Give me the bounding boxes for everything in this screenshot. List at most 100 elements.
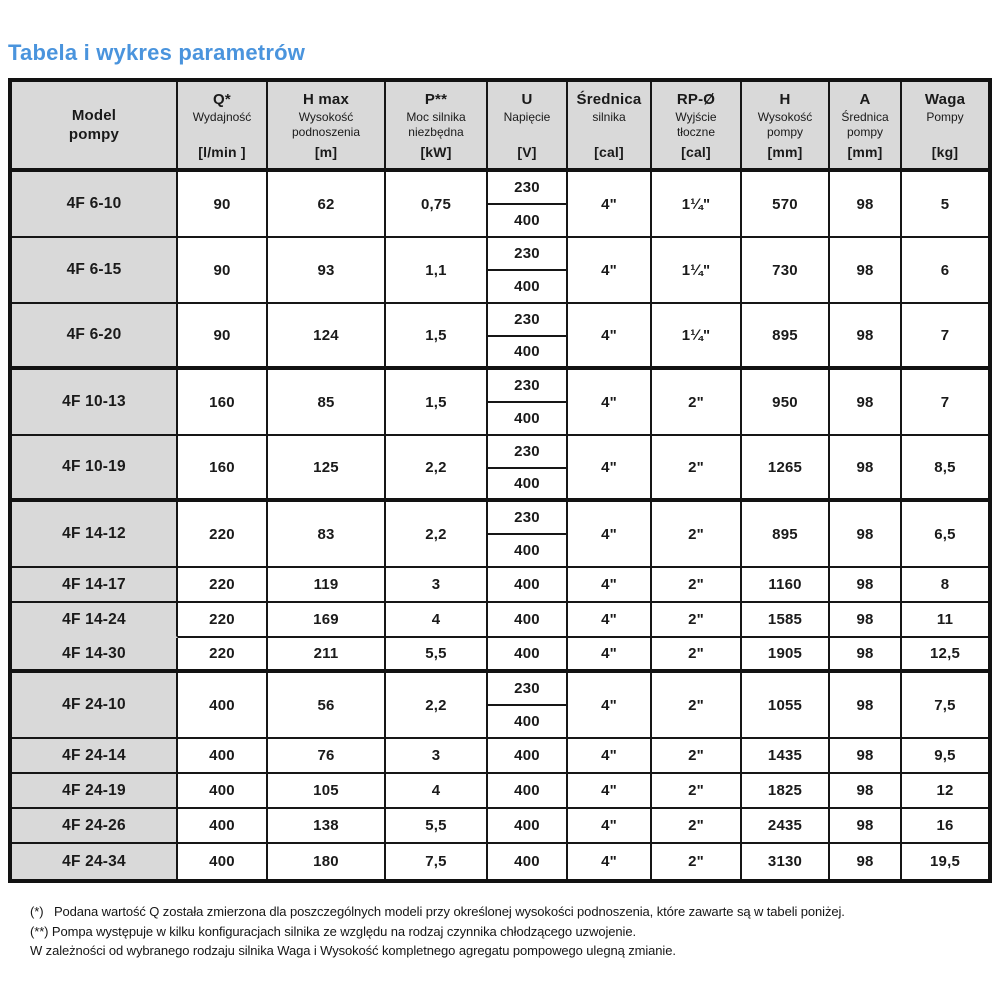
header-row: Model pompy Q* Wydajność [l/min ] H max Wysoko… [12,82,988,172]
cell-model: 4F 6-15 [12,238,178,304]
cell-p: 1,5 [386,370,488,436]
cell-u: 400 [488,469,568,502]
header-label-line: Napięcie [503,109,551,124]
cell-rp: 2" [652,739,742,774]
cell-q: 90 [178,304,268,370]
cell-q: 400 [178,809,268,844]
cell-a: 98 [830,673,902,739]
cell-rp: 1¼" [652,172,742,238]
cell-a: 98 [830,238,902,304]
table-row: 4F 24-14 400 76 3 400 4" 2" 1435 98 9,5 [12,739,988,774]
cell-u: 400 [488,638,568,673]
cell-u: 400 [488,774,568,809]
cell-u: 230 [488,172,568,205]
col-header-p: P** Moc silnika niezbędna [kW] [386,82,488,172]
cell-u: 230 [488,370,568,403]
cell-waga: 9,5 [902,739,988,774]
header-label: RP-Ø Wyjście tłoczne [675,91,716,140]
cell-waga: 8,5 [902,436,988,502]
table-row-voltage: 400 [12,205,988,238]
cell-u: 400 [488,403,568,436]
table-row-voltage: 400 [12,706,988,739]
cell-h: 1585 [742,603,830,638]
header-label: Waga Pompy [925,91,965,125]
table-body: 4F 6-10 90 62 0,75 230 4" 1¼" 570 98 5 400 4F 6-15 9… [12,172,988,879]
header-label: H Wysokość pompy [758,91,813,140]
cell-p: 2,2 [386,436,488,502]
cell-motor_dia: 4" [568,238,652,304]
header-label: A Średnica pompy [841,91,888,140]
cell-a: 98 [830,638,902,673]
cell-motor_dia: 4" [568,370,652,436]
cell-p: 2,2 [386,673,488,739]
header-label-line: Wysokość [757,109,813,124]
cell-hmax: 138 [268,809,386,844]
header-label-line: Q* [213,91,231,108]
cell-q: 220 [178,502,268,568]
footnote-line: (*) Podana wartość Q została zmierzona d… [30,904,845,919]
table-row: 4F 14-12 220 83 2,2 230 4" 2" 895 98 6,5 [12,502,988,568]
cell-a: 98 [830,436,902,502]
cell-q: 160 [178,436,268,502]
cell-hmax: 119 [268,568,386,603]
header-label-line: RP-Ø [676,91,716,108]
header-label-line: niezbędna [408,125,464,140]
header-label-line: Moc silnika [406,109,466,124]
table-row: 4F 24-19 400 105 4 400 4" 2" 1825 98 12 [12,774,988,809]
table-row: 4F 10-19 160 125 2,2 230 4" 2" 1265 98 8,5 [12,436,988,502]
cell-waga: 11 [902,603,988,638]
table-row: 4F 14-24 220 169 4 400 4" 2" 1585 98 11 [12,603,988,638]
cell-rp: 2" [652,809,742,844]
cell-q: 400 [178,673,268,739]
header-label-line: Waga [924,91,966,108]
header-label-line: pompy [846,125,884,140]
cell-q: 400 [178,739,268,774]
cell-hmax: 124 [268,304,386,370]
cell-model: 4F 14-24 [12,603,178,638]
cell-h: 1160 [742,568,830,603]
cell-p: 5,5 [386,638,488,673]
cell-model: 4F 24-14 [12,739,178,774]
table-row: 4F 10-13 160 85 1,5 230 4" 2" 950 98 7 [12,370,988,436]
header-label-line: A [859,91,871,108]
cell-u: 400 [488,603,568,638]
header-unit: [V] [517,144,537,160]
cell-waga: 8 [902,568,988,603]
cell-hmax: 76 [268,739,386,774]
cell-rp: 2" [652,844,742,879]
cell-u: 400 [488,844,568,879]
header-label: U Napięcie [504,91,551,125]
cell-q: 160 [178,370,268,436]
header-label: Q* Wydajność [193,91,252,125]
cell-h: 895 [742,502,830,568]
cell-waga: 19,5 [902,844,988,879]
cell-u: 400 [488,205,568,238]
header-label-line: P** [424,91,448,108]
footnote-line: (**) Pompa występuje w kilku konfiguracj… [30,923,636,939]
header-label-line: podnoszenia [291,125,361,140]
header-label-line: Wysokość [298,109,354,124]
table-row: 4F 6-10 90 62 0,75 230 4" 1¼" 570 98 5 [12,172,988,238]
header-label: P** Moc silnika niezbędna [406,91,465,140]
footnote-line: W zależności od wybranego rodzaju silnik… [30,943,676,958]
header-unit: [cal] [681,144,711,160]
cell-u: 230 [488,436,568,469]
cell-motor_dia: 4" [568,809,652,844]
cell-motor_dia: 4" [568,774,652,809]
cell-waga: 7 [902,370,988,436]
header-label-line: tłoczne [676,125,715,140]
header-label-line: pompy [766,125,803,140]
cell-p: 0,75 [386,172,488,238]
cell-h: 1055 [742,673,830,739]
cell-u: 400 [488,535,568,568]
cell-motor_dia: 4" [568,172,652,238]
table-row: 4F 14-17 220 119 3 400 4" 2" 1160 98 8 [12,568,988,603]
cell-hmax: 83 [268,502,386,568]
cell-p: 4 [386,774,488,809]
cell-a: 98 [830,370,902,436]
cell-u: 400 [488,706,568,739]
cell-model: 4F 6-20 [12,304,178,370]
header-label-line: Średnica [841,109,889,124]
cell-hmax: 56 [268,673,386,739]
cell-q: 90 [178,238,268,304]
